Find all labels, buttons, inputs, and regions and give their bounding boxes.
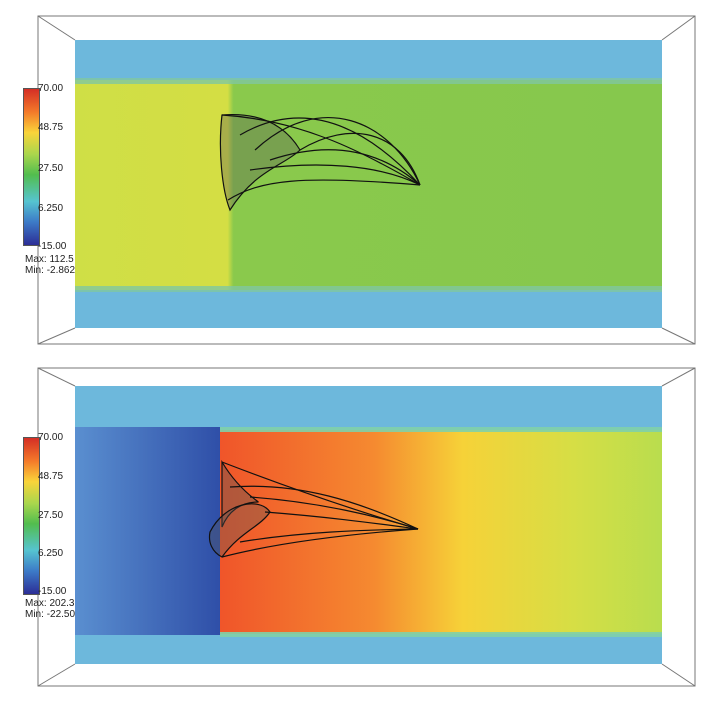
max-value: 112.5 <box>49 254 74 265</box>
structure-mesh <box>219 113 421 212</box>
colorbar-tick-label: 6.250 <box>38 203 64 214</box>
max-readout: Max: 112.5 <box>25 254 74 265</box>
max-label: Max: <box>25 598 47 609</box>
colorbar-bottom <box>23 437 40 595</box>
colorbar-tick-label: 70.00 <box>38 432 64 443</box>
flow-field <box>220 430 662 634</box>
colorbar-tick-label: 27.50 <box>38 163 64 174</box>
colorbar-tick-label: -15.00 <box>38 586 67 597</box>
top-simulation-panel: 70.00 48.75 27.50 6.250 -15.00 Max: 112.… <box>0 0 721 345</box>
colorbar-tick-label: 27.50 <box>38 510 64 521</box>
min-label: Min: <box>25 609 44 620</box>
colorbar-top <box>23 88 40 246</box>
shear-layer-top <box>75 78 662 84</box>
colorbar-tick-label: 70.00 <box>38 83 64 94</box>
structure-mesh <box>208 459 419 558</box>
shear-layer-top <box>220 427 662 432</box>
top-render-view <box>37 15 696 345</box>
colorbar-tick-label: -15.00 <box>38 241 67 252</box>
min-label: Min: <box>25 265 44 276</box>
min-value: -22.50 <box>46 609 76 620</box>
max-value: 202.3 <box>49 598 75 609</box>
colorbar-tick-label: 6.250 <box>38 548 64 559</box>
shear-layer-bottom <box>220 632 662 637</box>
upstream-region <box>75 427 220 635</box>
bottom-render-view <box>37 367 696 687</box>
colorbar-tick-label: 48.75 <box>38 122 64 133</box>
min-readout: Min: -22.50 <box>25 609 75 620</box>
min-value: -2.862 <box>46 265 76 276</box>
min-readout: Min: -2.862 <box>25 265 75 276</box>
max-readout: Max: 202.3 <box>25 598 74 609</box>
colorbar-tick-label: 48.75 <box>38 471 64 482</box>
flow-field <box>75 80 662 290</box>
bottom-simulation-panel: 70.00 48.75 27.50 6.250 -15.00 Max: 202.… <box>0 352 721 697</box>
max-label: Max: <box>25 254 47 265</box>
shear-layer-bottom <box>75 286 662 292</box>
